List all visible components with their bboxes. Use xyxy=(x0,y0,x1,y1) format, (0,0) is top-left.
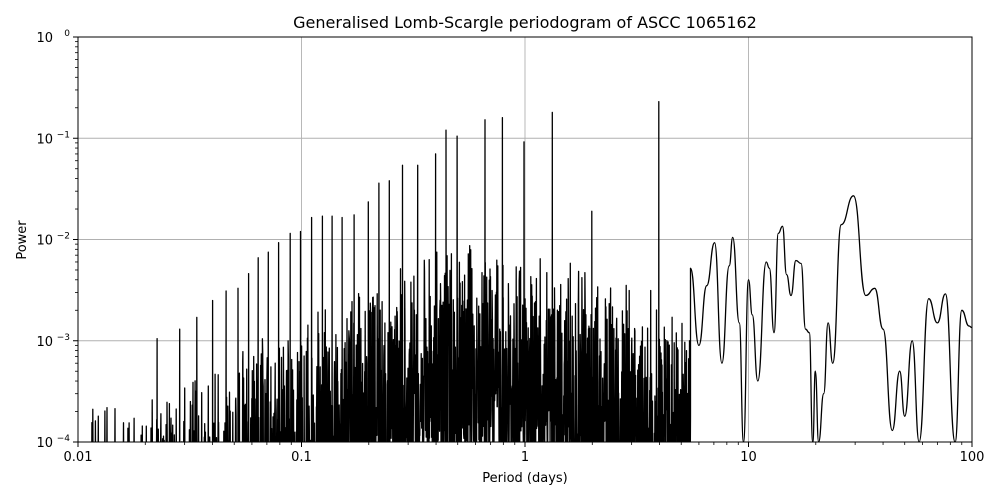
x-tick-label: 0.1 xyxy=(291,450,312,465)
y-tick-label: 10 −3 xyxy=(36,333,70,350)
chart-title: Generalised Lomb-Scargle periodogram of … xyxy=(293,13,757,32)
y-tick-label: 10 0 xyxy=(36,29,70,46)
x-axis-label: Period (days) xyxy=(482,471,568,486)
y-tick-label: 10 −2 xyxy=(36,232,70,249)
x-tick-label: 1 xyxy=(521,450,529,465)
y-tick-label: 10 −1 xyxy=(36,130,70,147)
y-tick-label: 10 −4 xyxy=(36,434,70,451)
periodogram-line xyxy=(91,100,972,442)
y-axis-label: Power xyxy=(15,220,30,260)
x-tick-label: 10 xyxy=(740,450,757,465)
x-tick-label: 0.01 xyxy=(64,450,93,465)
x-tick-labels: 0.01 0.1 1 10 100 xyxy=(64,450,985,465)
x-tick-label: 100 xyxy=(960,450,985,465)
axis-ticks xyxy=(73,36,973,447)
